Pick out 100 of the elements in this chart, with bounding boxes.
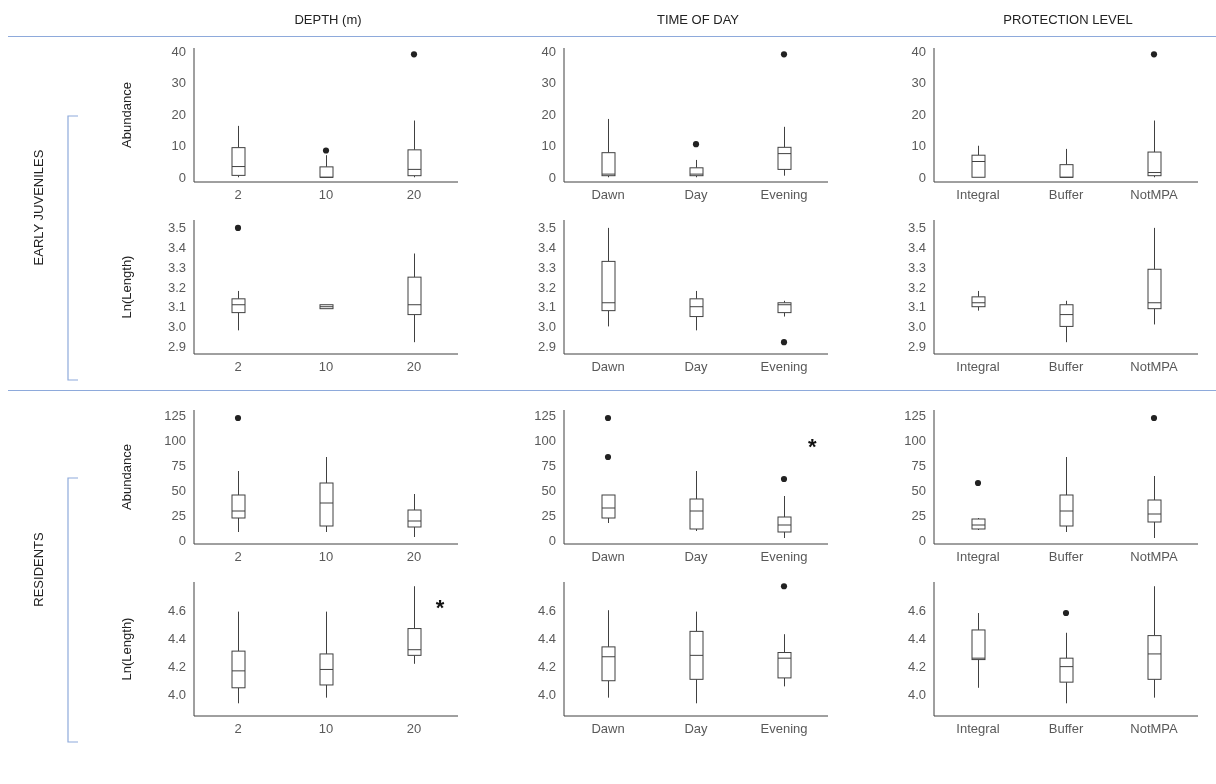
y-tick-label: 3.2 <box>907 279 926 295</box>
y-axis-title: Ln(Length) <box>118 617 134 681</box>
y-axis-title: Abundance <box>118 82 134 148</box>
y-tick-label: 2.9 <box>537 338 556 354</box>
x-tick-label: Buffer <box>1048 359 1084 375</box>
x-tick-label: 20 <box>406 187 422 203</box>
annotation: * <box>808 434 817 460</box>
y-tick-label: 4.6 <box>167 602 186 618</box>
y-tick-label: 10 <box>171 138 186 154</box>
y-tick-label: 0 <box>548 532 556 548</box>
y-tick-label: 75 <box>541 457 556 473</box>
y-tick-label: 4.4 <box>167 631 186 647</box>
x-tick-label: Buffer <box>1048 549 1084 565</box>
y-tick-label: 75 <box>171 457 186 473</box>
y-tick-label: 20 <box>541 106 556 122</box>
y-tick-label: 4.6 <box>537 602 556 618</box>
y-tick-label: 0 <box>918 169 926 185</box>
x-tick-label: Dawn <box>591 359 625 375</box>
y-tick-label: 4.2 <box>537 659 556 675</box>
y-tick-label: 40 <box>171 43 186 59</box>
y-tick-label: 3.4 <box>167 240 186 256</box>
x-tick-label: 10 <box>318 187 334 203</box>
x-tick-label: NotMPA <box>1130 721 1179 737</box>
y-tick-label: 20 <box>171 106 186 122</box>
y-tick-label: 40 <box>911 43 926 59</box>
x-tick-label: Day <box>684 359 709 375</box>
x-tick-label: Day <box>684 549 709 565</box>
text: RESIDENTS <box>30 531 46 609</box>
y-tick-label: 25 <box>541 507 556 523</box>
y-tick-label: 0 <box>178 532 186 548</box>
x-tick-label: 20 <box>406 359 422 375</box>
y-tick-label: 3.1 <box>167 299 186 315</box>
x-tick-label: 2 <box>234 187 242 203</box>
x-tick-label: Buffer <box>1048 187 1084 203</box>
x-tick-label: Evening <box>760 359 808 375</box>
x-tick-label: Dawn <box>591 549 625 565</box>
y-tick-label: 4.2 <box>167 659 186 675</box>
y-tick-label: 3.2 <box>167 279 186 295</box>
y-tick-label: 125 <box>164 407 186 423</box>
x-tick-label: Evening <box>760 187 808 203</box>
y-tick-label: 25 <box>171 507 186 523</box>
x-tick-label: 10 <box>318 359 334 375</box>
y-tick-label: 4.0 <box>537 687 556 703</box>
y-tick-label: 3.3 <box>907 259 926 275</box>
x-tick-label: Integral <box>956 549 1000 565</box>
x-tick-label: 10 <box>318 721 334 737</box>
text: EARLY JUVENILES <box>30 148 46 268</box>
y-tick-label: 30 <box>171 75 186 91</box>
y-tick-label: 3.2 <box>537 279 556 295</box>
x-tick-label: 2 <box>234 549 242 565</box>
x-tick-label: 10 <box>318 549 334 565</box>
x-tick-label: Integral <box>956 187 1000 203</box>
x-tick-label: NotMPA <box>1130 187 1179 203</box>
y-tick-label: 125 <box>904 407 926 423</box>
x-tick-label: Day <box>684 187 709 203</box>
y-tick-label: 10 <box>541 138 556 154</box>
y-tick-label: 0 <box>178 169 186 185</box>
y-tick-label: 3.5 <box>167 220 186 236</box>
y-tick-label: 0 <box>548 169 556 185</box>
y-tick-label: 3.3 <box>167 259 186 275</box>
x-tick-label: Evening <box>760 721 808 737</box>
y-tick-label: 10 <box>911 138 926 154</box>
y-tick-label: 100 <box>534 432 556 448</box>
y-tick-label: 3.0 <box>167 319 186 335</box>
y-tick-label: 100 <box>164 432 186 448</box>
y-tick-label: 3.0 <box>907 319 926 335</box>
y-tick-label: 4.0 <box>907 687 926 703</box>
x-tick-label: Integral <box>956 359 1000 375</box>
chart-title: PROTECTION LEVEL <box>1002 12 1134 27</box>
y-tick-label: 3.3 <box>537 259 556 275</box>
y-axis-title: Ln(Length) <box>118 255 134 319</box>
y-tick-label: 4.2 <box>907 659 926 675</box>
y-tick-label: 50 <box>541 482 556 498</box>
y-tick-label: 4.4 <box>907 631 926 647</box>
chart-title: DEPTH (m) <box>293 12 363 27</box>
y-tick-label: 30 <box>911 75 926 91</box>
y-tick-label: 3.1 <box>537 299 556 315</box>
x-tick-label: Integral <box>956 721 1000 737</box>
annotation: * <box>435 595 445 621</box>
x-tick-label: 20 <box>406 721 422 737</box>
x-tick-label: Dawn <box>591 187 625 203</box>
y-tick-label: 3.1 <box>907 299 926 315</box>
y-tick-label: 3.4 <box>907 240 926 256</box>
y-tick-label: 20 <box>911 106 926 122</box>
y-tick-label: 4.0 <box>167 687 186 703</box>
x-tick-label: Buffer <box>1048 721 1084 737</box>
y-tick-label: 125 <box>534 407 556 423</box>
x-tick-label: Day <box>684 721 709 737</box>
y-tick-label: 100 <box>904 432 926 448</box>
x-tick-label: Dawn <box>591 721 625 737</box>
y-tick-label: 30 <box>541 75 556 91</box>
x-tick-label: 20 <box>406 549 422 565</box>
x-tick-label: NotMPA <box>1130 359 1179 375</box>
y-tick-label: 2.9 <box>167 338 186 354</box>
x-tick-label: 2 <box>234 721 242 737</box>
y-tick-label: 40 <box>541 43 556 59</box>
x-tick-label: NotMPA <box>1130 549 1179 565</box>
y-tick-label: 75 <box>911 457 926 473</box>
y-axis-title: Abundance <box>118 444 134 510</box>
y-tick-label: 3.5 <box>907 220 926 236</box>
